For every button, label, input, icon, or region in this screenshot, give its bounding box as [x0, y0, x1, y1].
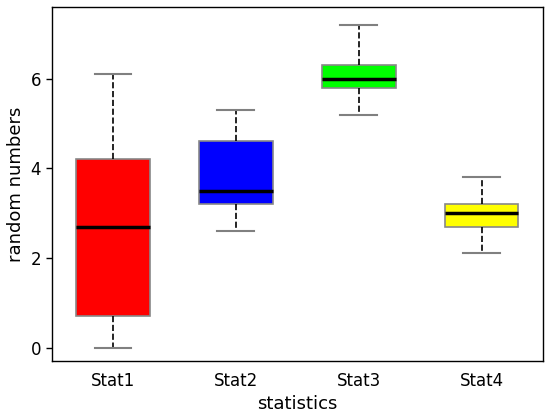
Y-axis label: random numbers: random numbers [7, 106, 25, 262]
PathPatch shape [445, 204, 519, 227]
X-axis label: statistics: statistics [257, 395, 338, 413]
PathPatch shape [199, 142, 273, 204]
PathPatch shape [76, 159, 150, 316]
PathPatch shape [322, 65, 395, 88]
